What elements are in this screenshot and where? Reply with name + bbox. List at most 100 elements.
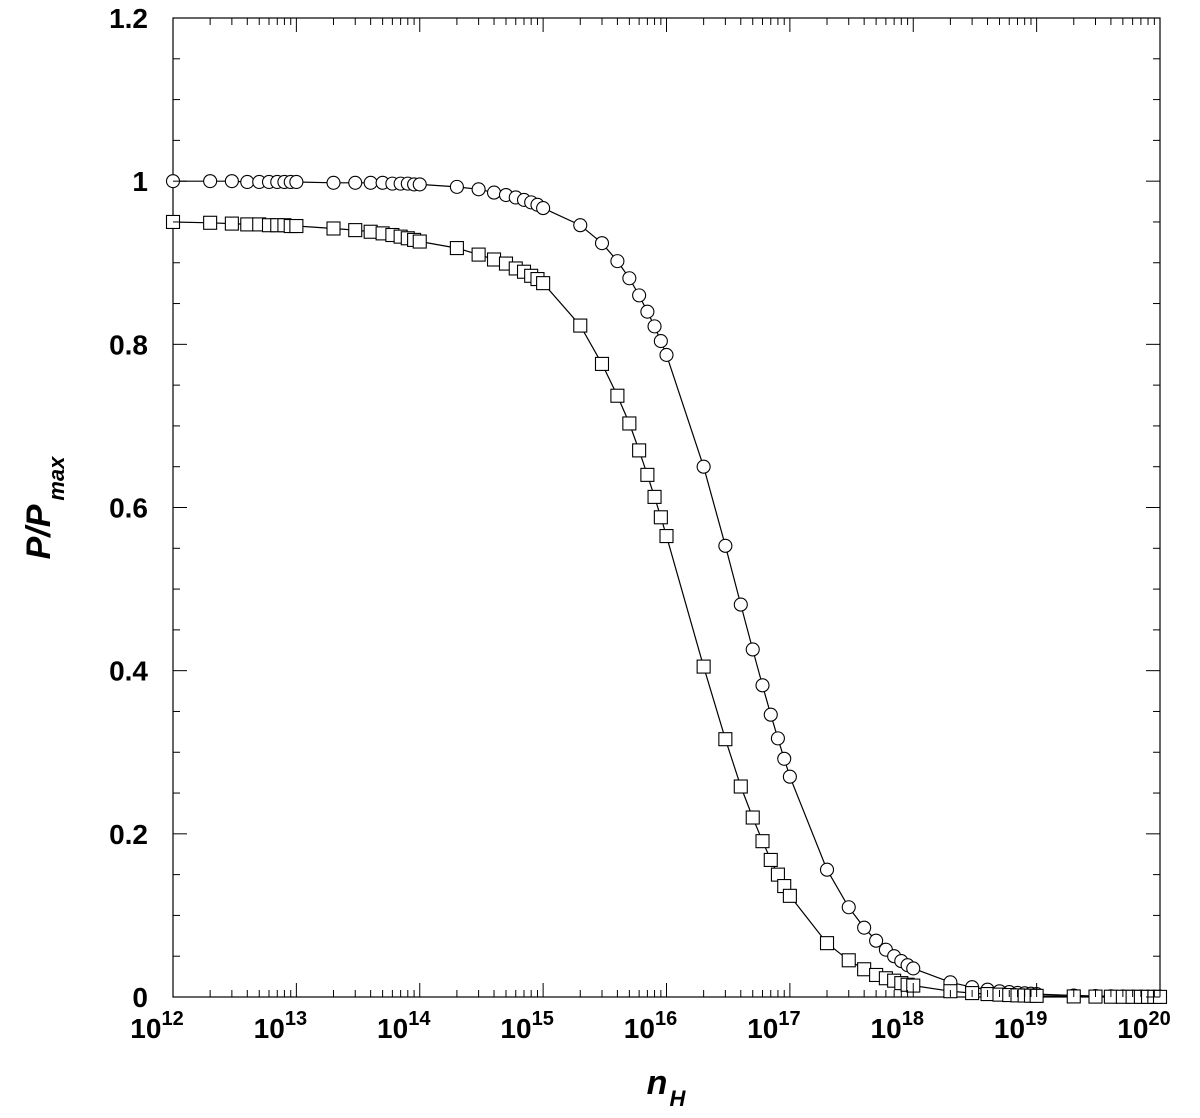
data-point-square	[696, 659, 711, 674]
x-tick-label-exponent: 16	[655, 1008, 677, 1030]
data-point-square	[647, 489, 662, 504]
data-point-square	[632, 443, 647, 458]
x-tick-labels: 1012 1013 1014 1015 1016 1017 1018 1019 1020	[130, 1008, 1170, 1044]
x-tick-label-exponent: 19	[1025, 1008, 1047, 1030]
x-axis-label-main: n	[647, 1064, 668, 1102]
data-point-circle	[906, 961, 921, 976]
data-point-circle	[640, 304, 655, 319]
x-tick-label-base: 10	[747, 1013, 778, 1044]
data-point-circle	[348, 175, 363, 190]
y-axis-label-main: P/P	[20, 504, 58, 559]
x-axis-label-sub: H	[669, 1086, 686, 1111]
data-point-square	[412, 234, 427, 249]
x-tick-label-base: 10	[254, 1013, 285, 1044]
x-tick-label: 1014	[377, 1008, 431, 1044]
y-tick-label: 0.4	[109, 656, 148, 687]
data-point-circle	[653, 334, 668, 349]
data-point-circle	[536, 201, 551, 216]
y-tick-label: 0.2	[109, 819, 148, 850]
x-tick-label-base: 10	[624, 1013, 655, 1044]
data-point-square	[348, 223, 363, 238]
data-point-circle	[224, 174, 239, 189]
data-point-circle	[745, 642, 760, 657]
y-axis-label-sub: max	[44, 456, 69, 501]
x-tick-label-base: 10	[130, 1013, 161, 1044]
data-point-circle	[486, 185, 502, 200]
x-tick-label: 1018	[871, 1008, 924, 1044]
y-tick-label: 1.2	[109, 3, 148, 34]
data-point-circle	[696, 459, 711, 474]
y-tick-label: 0.6	[109, 493, 148, 524]
x-tick-label-base: 10	[871, 1013, 902, 1044]
data-point-circle	[782, 769, 797, 784]
data-point-circle	[659, 347, 674, 362]
data-point-square	[718, 732, 733, 747]
data-point-square	[289, 218, 304, 234]
data-markers	[165, 174, 1168, 1004]
data-point-circle	[289, 174, 304, 190]
data-point-square	[486, 252, 502, 267]
data-point-square	[240, 217, 255, 232]
x-axis-label: nH	[647, 1064, 687, 1111]
data-point-circle	[869, 933, 884, 948]
data-point-square	[733, 779, 748, 794]
data-point-circle	[240, 174, 255, 190]
data-point-circle	[777, 751, 792, 766]
data-point-circle	[412, 177, 427, 192]
data-point-circle	[647, 319, 662, 334]
x-tick-label-exponent: 14	[408, 1008, 431, 1030]
data-point-circle	[363, 175, 378, 190]
data-point-square	[857, 962, 872, 977]
plot-area	[172, 17, 1161, 998]
fit-curves	[172, 180, 1160, 998]
data-point-square	[536, 276, 551, 291]
data-point-square	[659, 529, 674, 544]
data-point-square	[745, 810, 760, 825]
x-tick-label: 1013	[254, 1008, 307, 1044]
x-tick-label: 1017	[747, 1008, 800, 1044]
x-tick-label-exponent: 17	[778, 1008, 800, 1030]
data-point-square	[203, 215, 218, 230]
x-tick-label: 1016	[624, 1008, 677, 1044]
data-point-square	[224, 216, 239, 231]
x-tick-label: 1015	[500, 1008, 553, 1044]
x-tick-label-base: 10	[1117, 1013, 1148, 1044]
data-point-square	[763, 852, 778, 867]
data-point-square	[782, 888, 797, 903]
data-point-square	[640, 467, 655, 482]
data-point-square	[449, 241, 464, 256]
data-point-circle	[763, 707, 778, 722]
y-tick-label: 1	[132, 166, 148, 197]
data-point-square	[610, 388, 625, 403]
data-point-circle	[755, 678, 770, 693]
data-point-circle	[733, 597, 748, 612]
axis-ticks	[172, 17, 1161, 998]
data-point-square	[326, 221, 341, 236]
data-point-circle	[622, 271, 637, 286]
x-tick-label: 1020	[1117, 1008, 1170, 1044]
x-tick-label: 1012	[130, 1008, 183, 1044]
series-circle-curve	[173, 180, 1160, 998]
y-axis-label: P/P max	[20, 456, 69, 560]
x-tick-label-exponent: 13	[285, 1008, 307, 1030]
x-tick-label-exponent: 20	[1148, 1008, 1170, 1030]
x-tick-label-exponent: 15	[532, 1008, 554, 1030]
data-point-circle	[610, 254, 625, 269]
data-point-square	[622, 416, 637, 431]
data-point-square	[573, 318, 588, 333]
data-point-square	[819, 936, 835, 951]
x-tick-label-exponent: 12	[161, 1008, 183, 1030]
data-point-square	[594, 356, 610, 371]
data-point-circle	[819, 862, 835, 877]
data-point-circle	[841, 900, 856, 915]
data-point-circle	[718, 538, 733, 553]
data-point-square	[363, 224, 378, 239]
y-tick-label: 0.8	[109, 329, 148, 360]
data-point-square	[653, 510, 668, 525]
data-point-circle	[594, 236, 610, 251]
data-point-square	[841, 953, 856, 968]
x-tick-label-base: 10	[377, 1013, 408, 1044]
plot-frame	[172, 17, 1161, 998]
data-point-circle	[632, 288, 647, 303]
